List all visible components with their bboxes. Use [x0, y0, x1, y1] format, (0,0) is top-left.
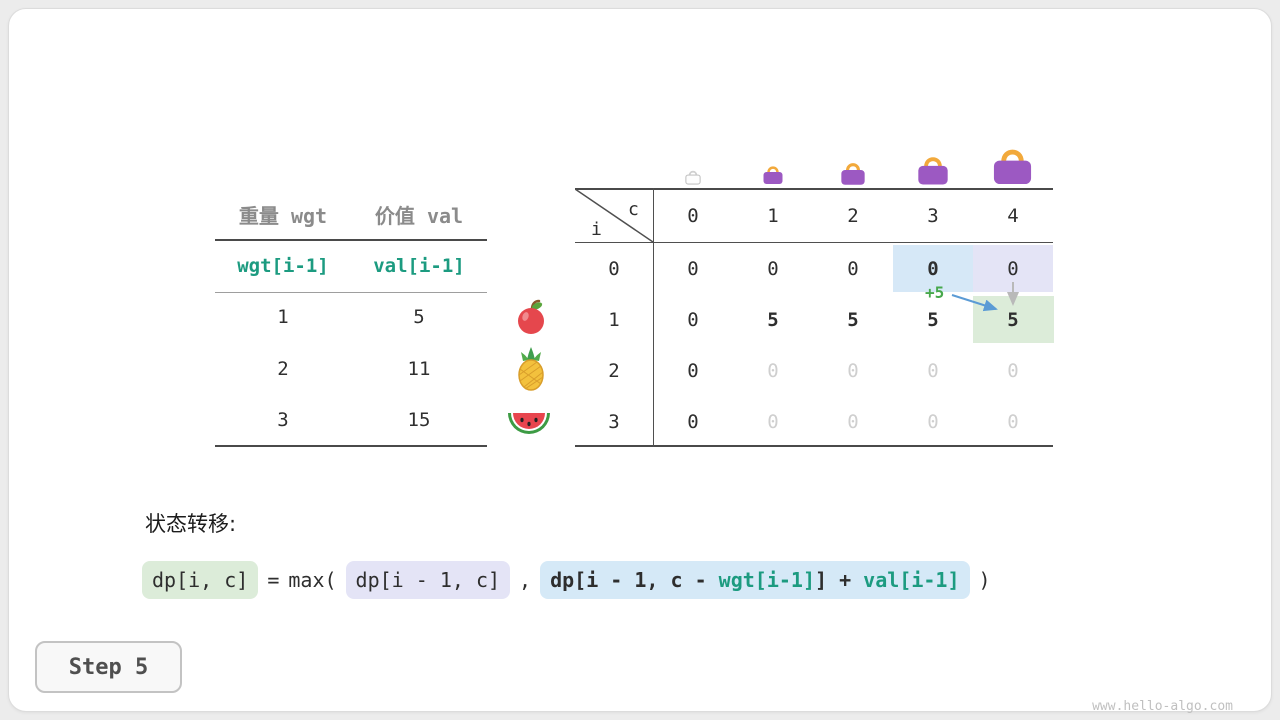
value-column-header: 价值 val [374, 204, 464, 228]
weights-table-row: 2 11 [215, 358, 487, 380]
dp-cell-1-2: 5 [847, 308, 859, 331]
value-cell: 5 [413, 306, 425, 328]
state-transition-heading: 状态转移: [145, 512, 237, 536]
formula-target-chip: dp[i, c] [142, 561, 259, 599]
weights-table-formula-row: wgt[i-1] val[i-1] [215, 255, 487, 277]
table-rule [215, 445, 487, 447]
table-rule [215, 292, 487, 293]
dp-col-header-3: 3 [927, 205, 939, 227]
formula-arg2-part: ] + [815, 568, 864, 592]
dp-cell-3-1: 0 [767, 410, 779, 433]
formula-close-paren: ) [978, 568, 991, 592]
dp-cell-2-1: 0 [767, 359, 779, 382]
dp-cell-1-3: 5 [927, 308, 939, 331]
pineapple-icon [518, 347, 544, 391]
weight-cell: 1 [277, 306, 289, 328]
formula-equals: = [267, 568, 280, 592]
dp-cell-3-0: 0 [687, 410, 699, 433]
dp-col-header-2: 2 [847, 205, 859, 227]
wgt-formula-cell: wgt[i-1] [237, 255, 329, 277]
value-cell: 11 [407, 358, 431, 380]
dp-cell-2-0: 0 [687, 359, 699, 382]
handbag-icon [993, 149, 1032, 185]
val-formula-cell: val[i-1] [373, 255, 465, 277]
add-value-arrow [951, 294, 998, 312]
handbag-outline-icon [685, 170, 701, 185]
dp-cell-2-2: 0 [847, 359, 859, 382]
dp-col-header-1: 1 [767, 205, 779, 227]
dp-cell-2-3: 0 [927, 359, 939, 382]
watermelon-icon [508, 413, 550, 434]
dp-cell-3-2: 0 [847, 410, 859, 433]
watermark: www.hello-algo.com [1092, 699, 1233, 714]
dp-cell-1-4: 5 [1007, 308, 1019, 331]
dp-cell-0-0: 0 [687, 257, 699, 280]
dp-cell-1-1: 5 [767, 308, 779, 331]
handbag-icon [918, 157, 948, 185]
value-cell: 15 [407, 409, 431, 431]
dp-cell-1-0: 0 [687, 308, 699, 331]
formula-arg2-chip: dp[i - 1, c - wgt[i-1]] + val[i-1] [540, 561, 970, 599]
apple-icon [518, 299, 544, 334]
formula-max-open: max( [288, 568, 337, 592]
dp-row-label: 3 [608, 410, 620, 433]
dp-row-label: 2 [608, 359, 620, 382]
corner-col-var: c [628, 199, 639, 220]
corner-row-var: i [591, 219, 602, 240]
dp-table-bottom-rule [575, 445, 1053, 447]
corner-diagonal-line [575, 189, 653, 242]
formula-arg2-val: val[i-1] [863, 568, 960, 592]
weights-table-row: 1 5 [215, 306, 487, 328]
dp-row-label: 1 [608, 308, 620, 331]
dp-cell-2-4: 0 [1007, 359, 1019, 382]
formula-arg2-part: dp[i - 1, c - [550, 568, 719, 592]
dp-col-header-0: 0 [687, 205, 699, 227]
transition-arrows [951, 282, 1019, 312]
dp-cell-0-3: 0 [927, 257, 939, 280]
dp-cell-3-4: 0 [1007, 410, 1019, 433]
dp-table-header-rule [575, 242, 1053, 243]
weights-table-row: 3 15 [215, 409, 487, 431]
dp-table-top-rule [575, 188, 1053, 190]
formula-arg1-chip: dp[i - 1, c] [345, 561, 511, 599]
handbag-icon [763, 166, 783, 184]
weight-cell: 3 [277, 409, 289, 431]
highlight-source-shifted-cell [893, 245, 973, 292]
plus-five-annotation: +5 [925, 283, 945, 302]
handbag-icon [841, 163, 865, 185]
state-transition-formula: dp[i, c] = max( dp[i - 1, c] , dp[i - 1,… [142, 561, 1000, 599]
weight-cell: 2 [277, 358, 289, 380]
weights-table-header: 重量 wgt 价值 val [215, 200, 487, 229]
dp-cell-0-2: 0 [847, 257, 859, 280]
weight-column-header: 重量 wgt [238, 204, 328, 228]
table-rule [215, 239, 487, 241]
formula-comma: , [519, 568, 532, 592]
dp-table-grid: 0 1 2 3 4 0 0 0 0 0 0 5 5 5 5 0 0 0 0 0 … [653, 189, 1053, 447]
dp-col-header-4: 4 [1007, 205, 1019, 227]
dp-cell-0-4: 0 [1007, 257, 1019, 280]
dp-cell-3-3: 0 [927, 410, 939, 433]
dp-row-label: 0 [608, 257, 620, 280]
dp-row-labels: 0 1 2 3 [575, 243, 653, 447]
dp-cell-0-1: 0 [767, 257, 779, 280]
formula-arg2-wgt: wgt[i-1] [718, 568, 815, 592]
dp-table-vertical-rule [653, 188, 654, 447]
step-badge: Step 5 [35, 641, 182, 693]
